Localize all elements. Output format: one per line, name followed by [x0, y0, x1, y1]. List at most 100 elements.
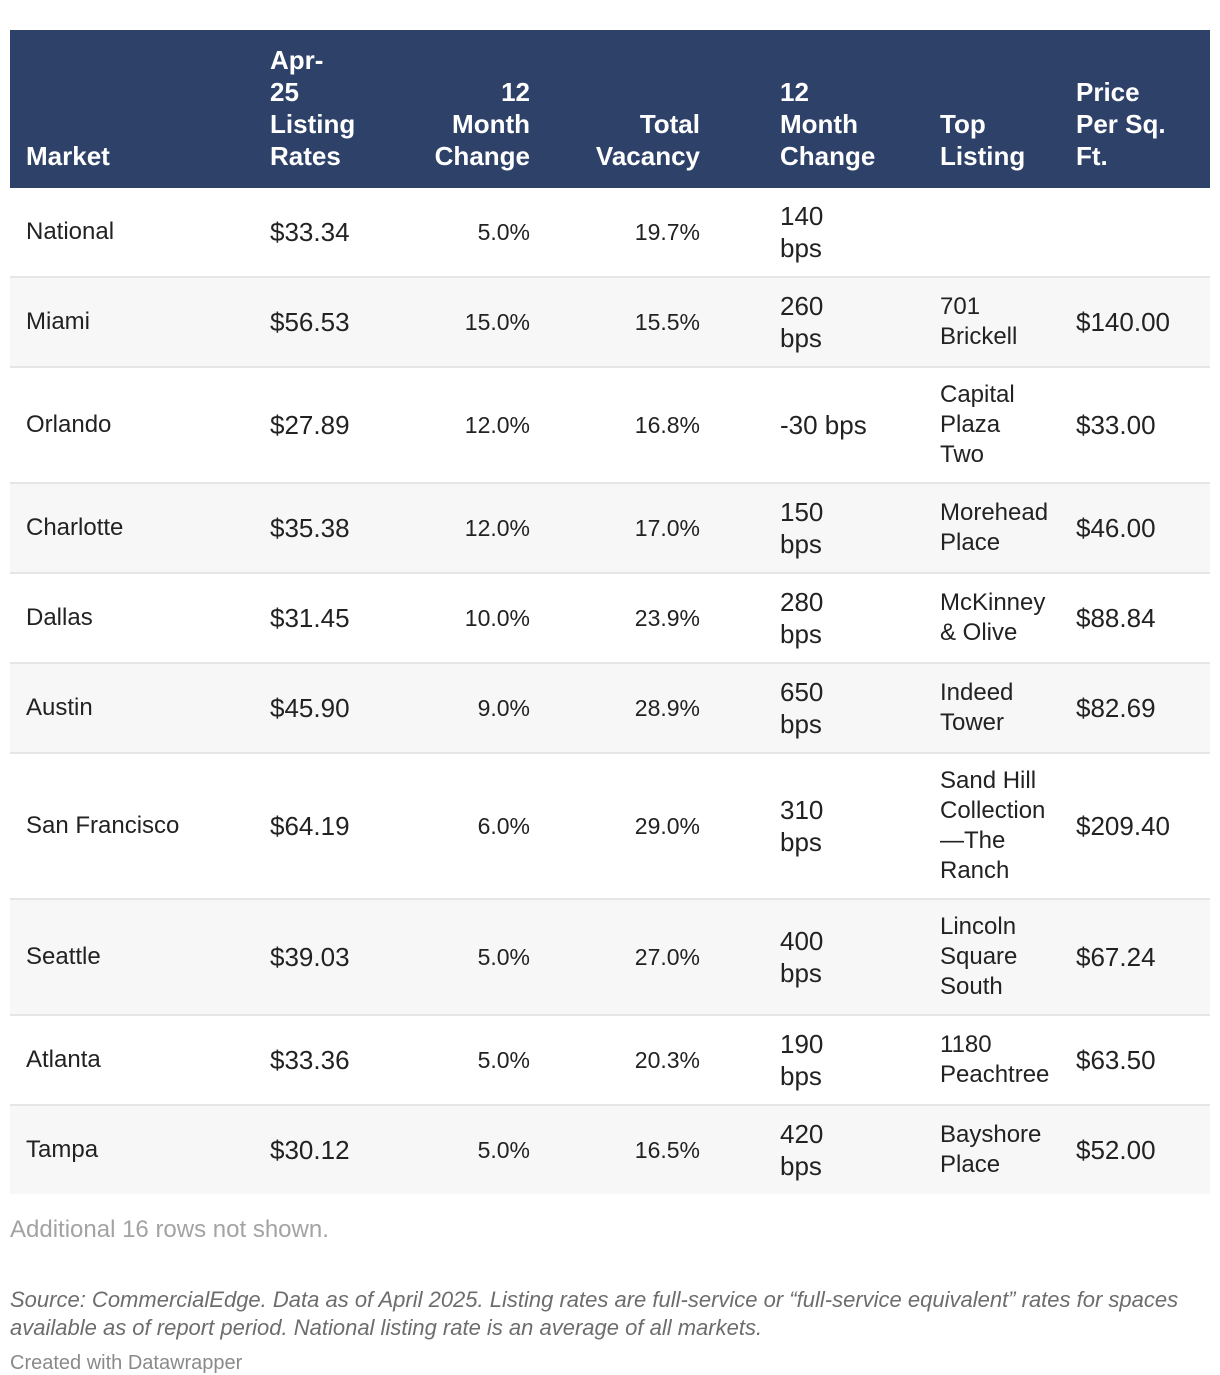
cell-line: Morehead: [940, 499, 1049, 526]
header-total-vacancy: Total Vacancy: [546, 30, 716, 188]
table-container: Market Apr- 25 Listing Rates 12 Month Change Tot…: [10, 0, 1210, 1375]
table-body: National $33.34 5.0% 19.7% 140 bps Miami $56.53…: [10, 188, 1210, 1194]
table-header: Market Apr- 25 Listing Rates 12 Month Change Tot…: [10, 30, 1210, 188]
header-line: Month: [780, 109, 858, 139]
table-row: Atlanta $33.36 5.0% 20.3% 190 bps 1180 Peachtre…: [10, 1015, 1210, 1106]
cell-line: Bayshore: [940, 1121, 1042, 1148]
header-line: 12: [501, 77, 530, 107]
price-cell: $63.50: [1058, 1015, 1210, 1106]
header-line: Top: [940, 109, 986, 139]
table-row: Austin $45.90 9.0% 28.9% 650 bps Indeed Tower $8…: [10, 663, 1210, 754]
rate-change-cell: 5.0%: [394, 899, 546, 1016]
market-cell: Dallas: [10, 573, 254, 664]
vacancy-change-cell: 420 bps: [716, 1105, 876, 1194]
header-line: Month: [452, 109, 530, 139]
market-cell: Seattle: [10, 899, 254, 1016]
cell-line: Indeed: [940, 679, 1014, 706]
market-cell: San Francisco: [10, 753, 254, 900]
listing-rate-cell: $27.89: [254, 367, 394, 484]
cell-line: bps: [780, 233, 822, 263]
header-line: 25: [270, 77, 299, 107]
header-listing-rates: Apr- 25 Listing Rates: [254, 30, 394, 188]
cell-line: bps: [780, 1151, 822, 1181]
data-table: Market Apr- 25 Listing Rates 12 Month Change Tot…: [10, 30, 1210, 1194]
cell-line: Brickell: [940, 323, 1018, 350]
vacancy-cell: 15.5%: [546, 277, 716, 368]
credit-line: Created with Datawrapper: [10, 1352, 243, 1374]
top-listing-cell: [876, 188, 1058, 278]
cell-line: 150: [780, 497, 824, 527]
header-line: Listing: [270, 109, 356, 139]
price-cell: $67.24: [1058, 899, 1210, 1016]
header-line: Ft.: [1076, 141, 1108, 171]
cell-line: Peachtree: [940, 1061, 1050, 1088]
cell-line: -30 bps: [780, 410, 867, 440]
header-line: Apr-: [270, 45, 324, 75]
price-cell: $52.00: [1058, 1105, 1210, 1194]
cell-line: bps: [780, 529, 822, 559]
vacancy-change-cell: 650 bps: [716, 663, 876, 754]
table-row: Charlotte $35.38 12.0% 17.0% 150 bps Morehead P…: [10, 483, 1210, 574]
listing-rate-cell: $35.38: [254, 483, 394, 574]
table-row: Miami $56.53 15.0% 15.5% 260 bps 701 Brickell $1…: [10, 277, 1210, 368]
listing-rate-cell: $30.12: [254, 1105, 394, 1194]
vacancy-cell: 28.9%: [546, 663, 716, 754]
cell-line: Place: [940, 1151, 1001, 1178]
cell-line: McKinney: [940, 589, 1046, 616]
source-note: Source: CommercialEdge. Data as of April…: [10, 1287, 1179, 1340]
top-listing-cell: Indeed Tower: [876, 663, 1058, 754]
cell-line: Lincoln: [940, 913, 1017, 940]
listing-rate-cell: $39.03: [254, 899, 394, 1016]
cell-line: Capital: [940, 381, 1015, 408]
cell-line: bps: [780, 1061, 822, 1091]
table-row: National $33.34 5.0% 19.7% 140 bps: [10, 188, 1210, 278]
vacancy-change-cell: 260 bps: [716, 277, 876, 368]
header-rate-change: 12 Month Change: [394, 30, 546, 188]
cell-line: bps: [780, 619, 822, 649]
header-line: Per Sq.: [1076, 109, 1166, 139]
header-top-listing: Top Listing: [876, 30, 1058, 188]
rate-change-cell: 6.0%: [394, 753, 546, 900]
header-line: Change: [434, 141, 530, 171]
price-cell: $46.00: [1058, 483, 1210, 574]
table-row: San Francisco $64.19 6.0% 29.0% 310 bps Sand H…: [10, 753, 1210, 900]
cell-line: & Olive: [940, 619, 1018, 646]
price-cell: [1058, 188, 1210, 278]
listing-rate-cell: $31.45: [254, 573, 394, 664]
cell-line: bps: [780, 709, 822, 739]
vacancy-change-cell: 150 bps: [716, 483, 876, 574]
rate-change-cell: 10.0%: [394, 573, 546, 664]
header-market: Market: [10, 30, 254, 188]
cell-line: Collection: [940, 797, 1046, 824]
market-cell: Tampa: [10, 1105, 254, 1194]
top-listing-cell: Lincoln Square South: [876, 899, 1058, 1016]
vacancy-cell: 20.3%: [546, 1015, 716, 1106]
rate-change-cell: 5.0%: [394, 1105, 546, 1194]
top-listing-cell: 701 Brickell: [876, 277, 1058, 368]
listing-rate-cell: $33.34: [254, 188, 394, 278]
header-line: 12: [780, 77, 809, 107]
price-cell: $209.40: [1058, 753, 1210, 900]
listing-rate-cell: $56.53: [254, 277, 394, 368]
cell-line: 190: [780, 1029, 824, 1059]
price-cell: $82.69: [1058, 663, 1210, 754]
rate-change-cell: 9.0%: [394, 663, 546, 754]
cell-line: bps: [780, 323, 822, 353]
rows-hidden-note: Additional 16 rows not shown.: [10, 1216, 329, 1243]
vacancy-change-cell: 310 bps: [716, 753, 876, 900]
cell-line: Place: [940, 529, 1001, 556]
header-line: Market: [26, 141, 110, 171]
cell-line: 1180: [940, 1031, 992, 1058]
header-row: Market Apr- 25 Listing Rates 12 Month Change Tot…: [10, 30, 1210, 188]
vacancy-cell: 16.5%: [546, 1105, 716, 1194]
top-listing-cell: Sand Hill Collection —The Ranch: [876, 753, 1058, 900]
price-cell: $88.84: [1058, 573, 1210, 664]
top-listing-cell: Capital Plaza Two: [876, 367, 1058, 484]
market-cell: National: [10, 188, 254, 278]
cell-line: 650: [780, 677, 824, 707]
cell-line: bps: [780, 827, 822, 857]
cell-line: 701: [940, 293, 981, 320]
cell-line: Sand Hill: [940, 767, 1037, 794]
cell-line: —The: [940, 827, 1006, 854]
market-cell: Charlotte: [10, 483, 254, 574]
